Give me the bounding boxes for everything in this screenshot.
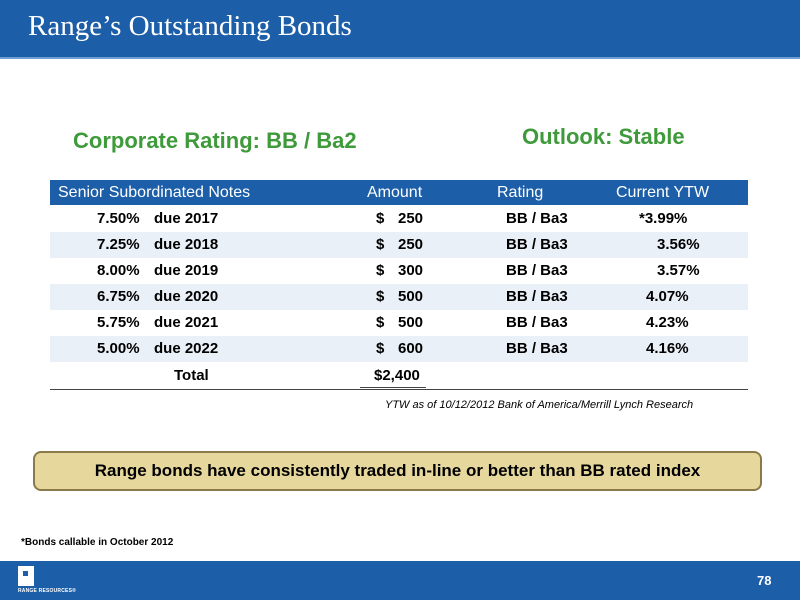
table-row: 5.00% due 2022 $ 600 BB / Ba3 4.16% — [50, 336, 748, 362]
rating-value: BB / Ba3 — [506, 262, 568, 279]
due-year: due 2020 — [154, 288, 219, 305]
due-year: due 2017 — [154, 210, 219, 227]
logo-text: RANGE RESOURCES® — [18, 588, 77, 594]
callout-box: Range bonds have consistently traded in-… — [33, 451, 762, 491]
table-header: Senior Subordinated Notes Amount Rating … — [50, 180, 748, 206]
ytw-value: 4.07% — [646, 288, 689, 305]
amount-value: 600 — [398, 340, 424, 357]
header-notes: Senior Subordinated Notes — [58, 184, 251, 201]
coupon-rate: 7.25% — [97, 236, 140, 253]
table-row: 7.50% due 2017 $ 250 BB / Ba3 *3.99% — [50, 206, 748, 232]
header-ytw: Current YTW — [616, 184, 710, 201]
currency-sign: $ — [376, 288, 385, 305]
range-logo: RANGE RESOURCES® — [18, 566, 76, 598]
rating-value: BB / Ba3 — [506, 314, 568, 331]
ytw-value: *3.99% — [639, 210, 688, 227]
amount-value: 500 — [398, 288, 424, 305]
due-year: due 2021 — [154, 314, 219, 331]
page-number: 78 — [757, 573, 772, 588]
total-label: Total — [174, 367, 209, 384]
coupon-rate: 5.00% — [97, 340, 140, 357]
total-amount: $2,400 — [374, 367, 420, 384]
header-amount: Amount — [367, 184, 423, 201]
ytw-value: 3.57% — [657, 262, 700, 279]
header-rating: Rating — [497, 184, 544, 201]
bonds-table: Senior Subordinated Notes Amount Rating … — [50, 180, 748, 390]
rating-value: BB / Ba3 — [506, 210, 568, 227]
table-row: 5.75% due 2021 $ 500 BB / Ba3 4.23% — [50, 310, 748, 336]
ytw-value: 4.23% — [646, 314, 689, 331]
table-row: 8.00% due 2019 $ 300 BB / Ba3 3.57% — [50, 258, 748, 284]
amount-value: 500 — [398, 314, 424, 331]
outlook: Outlook: Stable — [522, 124, 685, 149]
table-row: 6.75% due 2020 $ 500 BB / Ba3 4.07% — [50, 284, 748, 310]
due-year: due 2019 — [154, 262, 219, 279]
currency-sign: $ — [376, 262, 385, 279]
slide-footer: RANGE RESOURCES® 78 — [0, 561, 800, 600]
ytw-value: 4.16% — [646, 340, 689, 357]
table-row: 7.25% due 2018 $ 250 BB / Ba3 3.56% — [50, 232, 748, 258]
rating-value: BB / Ba3 — [506, 288, 568, 305]
currency-sign: $ — [376, 210, 385, 227]
currency-sign: $ — [376, 340, 385, 357]
range-logo-icon — [18, 566, 34, 586]
coupon-rate: 6.75% — [97, 288, 140, 305]
amount-value: 250 — [398, 210, 424, 227]
currency-sign: $ — [376, 314, 385, 331]
total-row: Total $2,400 — [50, 362, 748, 390]
amount-value: 300 — [398, 262, 424, 279]
coupon-rate: 8.00% — [97, 262, 140, 279]
due-year: due 2022 — [154, 340, 219, 357]
corporate-rating: Corporate Rating: BB / Ba2 — [73, 128, 357, 153]
coupon-rate: 5.75% — [97, 314, 140, 331]
source-note: YTW as of 10/12/2012 Bank of America/Mer… — [385, 399, 694, 411]
currency-sign: $ — [376, 236, 385, 253]
due-year: due 2018 — [154, 236, 219, 253]
slide-title: Range’s Outstanding Bonds — [28, 10, 352, 42]
ytw-value: 3.56% — [657, 236, 700, 253]
coupon-rate: 7.50% — [97, 210, 140, 227]
amount-value: 250 — [398, 236, 424, 253]
rating-value: BB / Ba3 — [506, 236, 568, 253]
sum-underline — [360, 387, 426, 388]
slide-header: Range’s Outstanding Bonds — [0, 0, 800, 59]
footnote: *Bonds callable in October 2012 — [21, 537, 174, 548]
rating-value: BB / Ba3 — [506, 340, 568, 357]
